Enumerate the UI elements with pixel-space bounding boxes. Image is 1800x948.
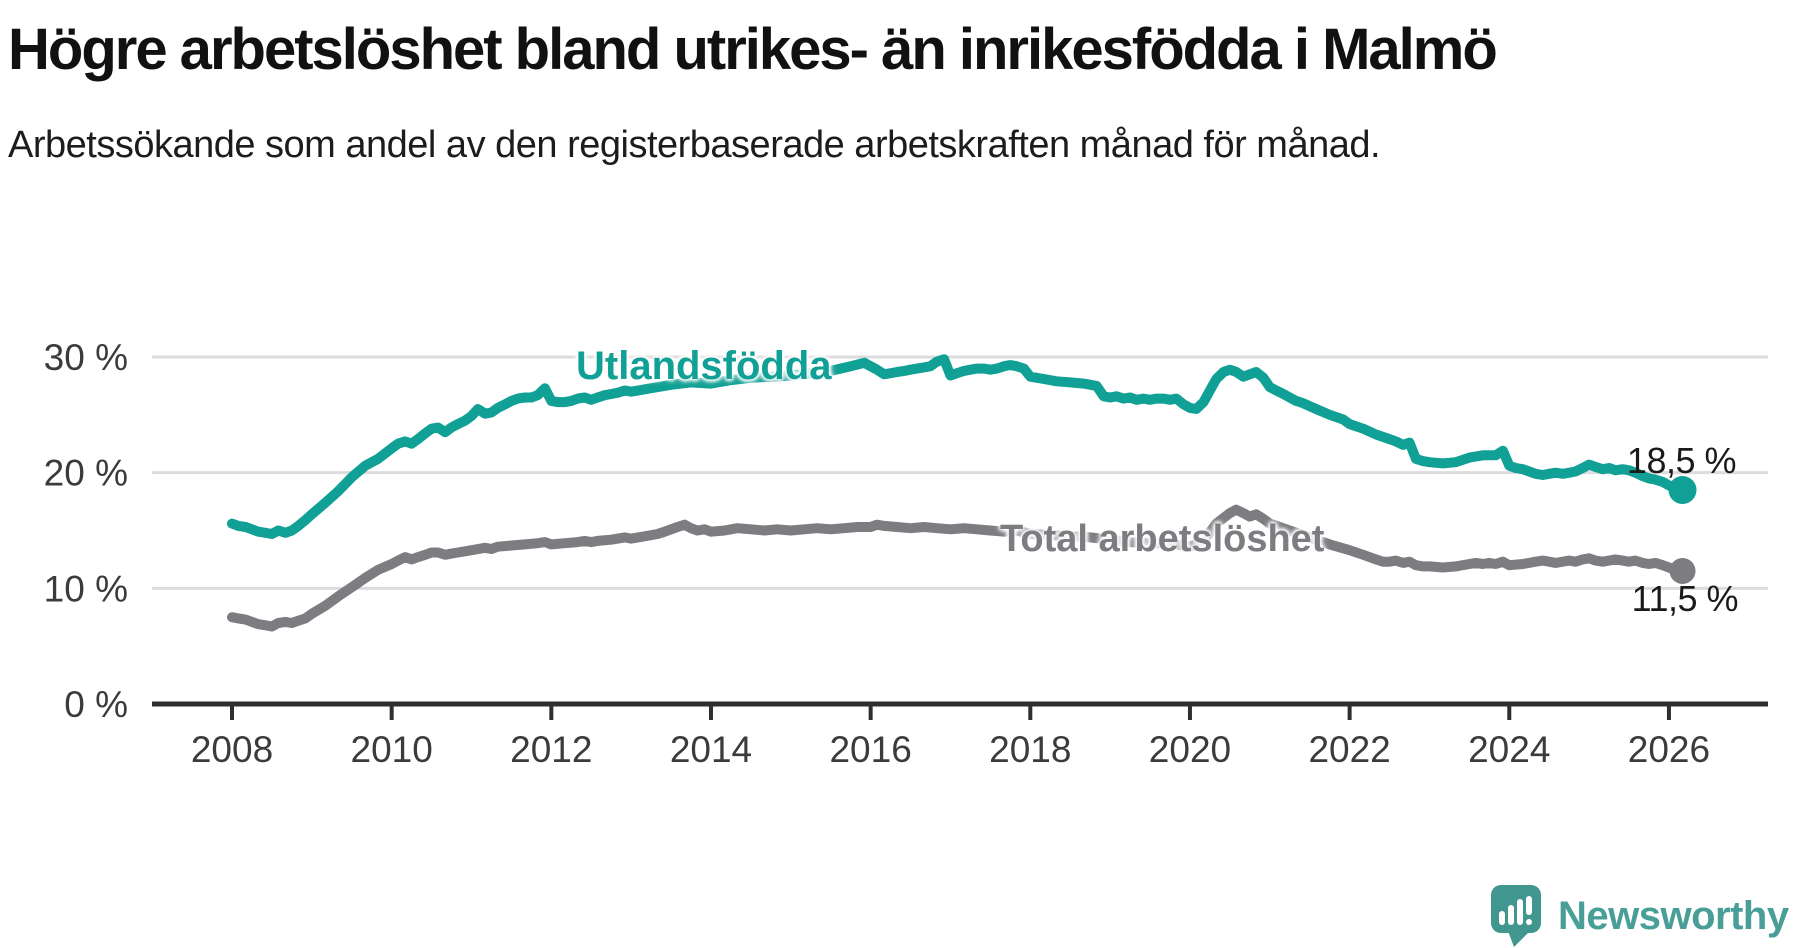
newsworthy-brand: Newsworthy <box>1490 884 1789 948</box>
brand-name: Newsworthy <box>1558 893 1789 938</box>
y-tick-label: 20 % <box>44 453 128 494</box>
x-tick-label: 2008 <box>191 729 273 770</box>
line-utlandsfodda <box>227 354 1688 539</box>
newsworthy-logo-icon <box>1491 885 1541 947</box>
x-tick-label: 2016 <box>829 729 911 770</box>
x-tick-label: 2020 <box>1149 729 1231 770</box>
y-tick-label: 30 % <box>44 337 128 378</box>
line-total-arbetsloshet <box>227 504 1688 632</box>
x-tick-label: 2026 <box>1628 729 1710 770</box>
y-tick-label: 0 % <box>64 684 128 725</box>
series-label-total-arbetsloshet: Total arbetslöshet <box>1000 518 1325 560</box>
series-end-dot <box>1668 476 1697 505</box>
x-tick-label: 2014 <box>670 729 752 770</box>
chart-subtitle: Arbetssökande som andel av den registerb… <box>8 124 1381 166</box>
x-tick-label: 2010 <box>351 729 433 770</box>
x-tick-label: 2022 <box>1308 729 1390 770</box>
x-tick-label: 2024 <box>1468 729 1550 770</box>
end-value-label-total: 11,5 % <box>1631 578 1739 619</box>
end-value-label-utlandsfodda: 18,5 % <box>1626 440 1737 481</box>
y-tick-label: 10 % <box>44 568 128 609</box>
series-label-utlandsfodda: Utlandsfödda <box>576 344 832 388</box>
x-tick-label: 2012 <box>510 729 592 770</box>
page-title: Högre arbetslöshet bland utrikes- än inr… <box>8 17 1498 82</box>
series-end-dot <box>1669 557 1696 584</box>
x-tick-label: 2018 <box>989 729 1071 770</box>
